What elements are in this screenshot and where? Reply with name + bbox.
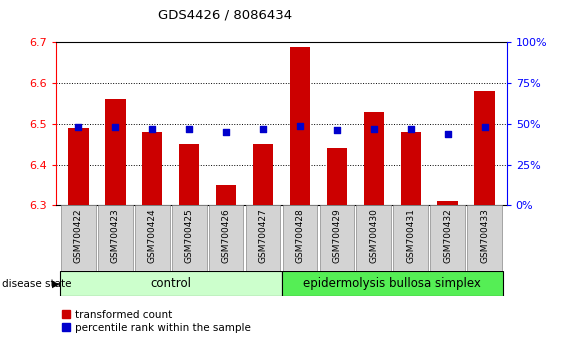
FancyBboxPatch shape — [467, 205, 502, 271]
Text: GSM700428: GSM700428 — [296, 209, 305, 263]
Point — [74, 124, 83, 130]
Point — [443, 131, 452, 137]
Point — [369, 126, 378, 132]
Text: GSM700425: GSM700425 — [185, 209, 194, 263]
Point — [222, 129, 231, 135]
Text: GDS4426 / 8086434: GDS4426 / 8086434 — [158, 9, 292, 22]
Text: GSM700433: GSM700433 — [480, 209, 489, 263]
FancyBboxPatch shape — [356, 205, 391, 271]
Bar — [179, 144, 199, 205]
Text: GSM700432: GSM700432 — [443, 209, 452, 263]
FancyBboxPatch shape — [320, 205, 354, 271]
Bar — [142, 132, 163, 205]
Bar — [327, 148, 347, 205]
Text: GSM700422: GSM700422 — [74, 209, 83, 263]
Text: GSM700426: GSM700426 — [222, 209, 231, 263]
FancyBboxPatch shape — [60, 271, 282, 296]
Bar — [437, 201, 458, 205]
Bar — [400, 132, 421, 205]
Bar — [216, 185, 236, 205]
Text: disease state: disease state — [2, 279, 71, 289]
Point — [148, 126, 157, 132]
Point — [185, 126, 194, 132]
Text: GSM700429: GSM700429 — [332, 209, 341, 263]
FancyBboxPatch shape — [430, 205, 465, 271]
FancyBboxPatch shape — [209, 205, 243, 271]
Text: ▶: ▶ — [52, 279, 59, 289]
Point — [406, 126, 415, 132]
FancyBboxPatch shape — [245, 205, 280, 271]
Point — [480, 124, 489, 130]
Bar — [68, 128, 88, 205]
Text: epidermolysis bullosa simplex: epidermolysis bullosa simplex — [303, 277, 481, 290]
Text: control: control — [150, 277, 191, 290]
FancyBboxPatch shape — [98, 205, 133, 271]
Text: GSM700430: GSM700430 — [369, 209, 378, 263]
Point — [258, 126, 267, 132]
FancyBboxPatch shape — [282, 271, 503, 296]
Bar — [105, 99, 126, 205]
Text: GSM700424: GSM700424 — [148, 209, 157, 263]
Bar — [475, 91, 495, 205]
FancyBboxPatch shape — [394, 205, 428, 271]
FancyBboxPatch shape — [61, 205, 96, 271]
Text: GSM700431: GSM700431 — [406, 209, 415, 263]
Point — [111, 124, 120, 130]
FancyBboxPatch shape — [135, 205, 169, 271]
Point — [296, 123, 305, 129]
Point — [332, 127, 341, 133]
Bar — [290, 47, 310, 205]
Bar — [253, 144, 273, 205]
FancyBboxPatch shape — [283, 205, 318, 271]
FancyBboxPatch shape — [172, 205, 207, 271]
Text: GSM700427: GSM700427 — [258, 209, 267, 263]
Text: GSM700423: GSM700423 — [111, 209, 120, 263]
Bar — [364, 112, 384, 205]
Legend: transformed count, percentile rank within the sample: transformed count, percentile rank withi… — [61, 310, 251, 333]
